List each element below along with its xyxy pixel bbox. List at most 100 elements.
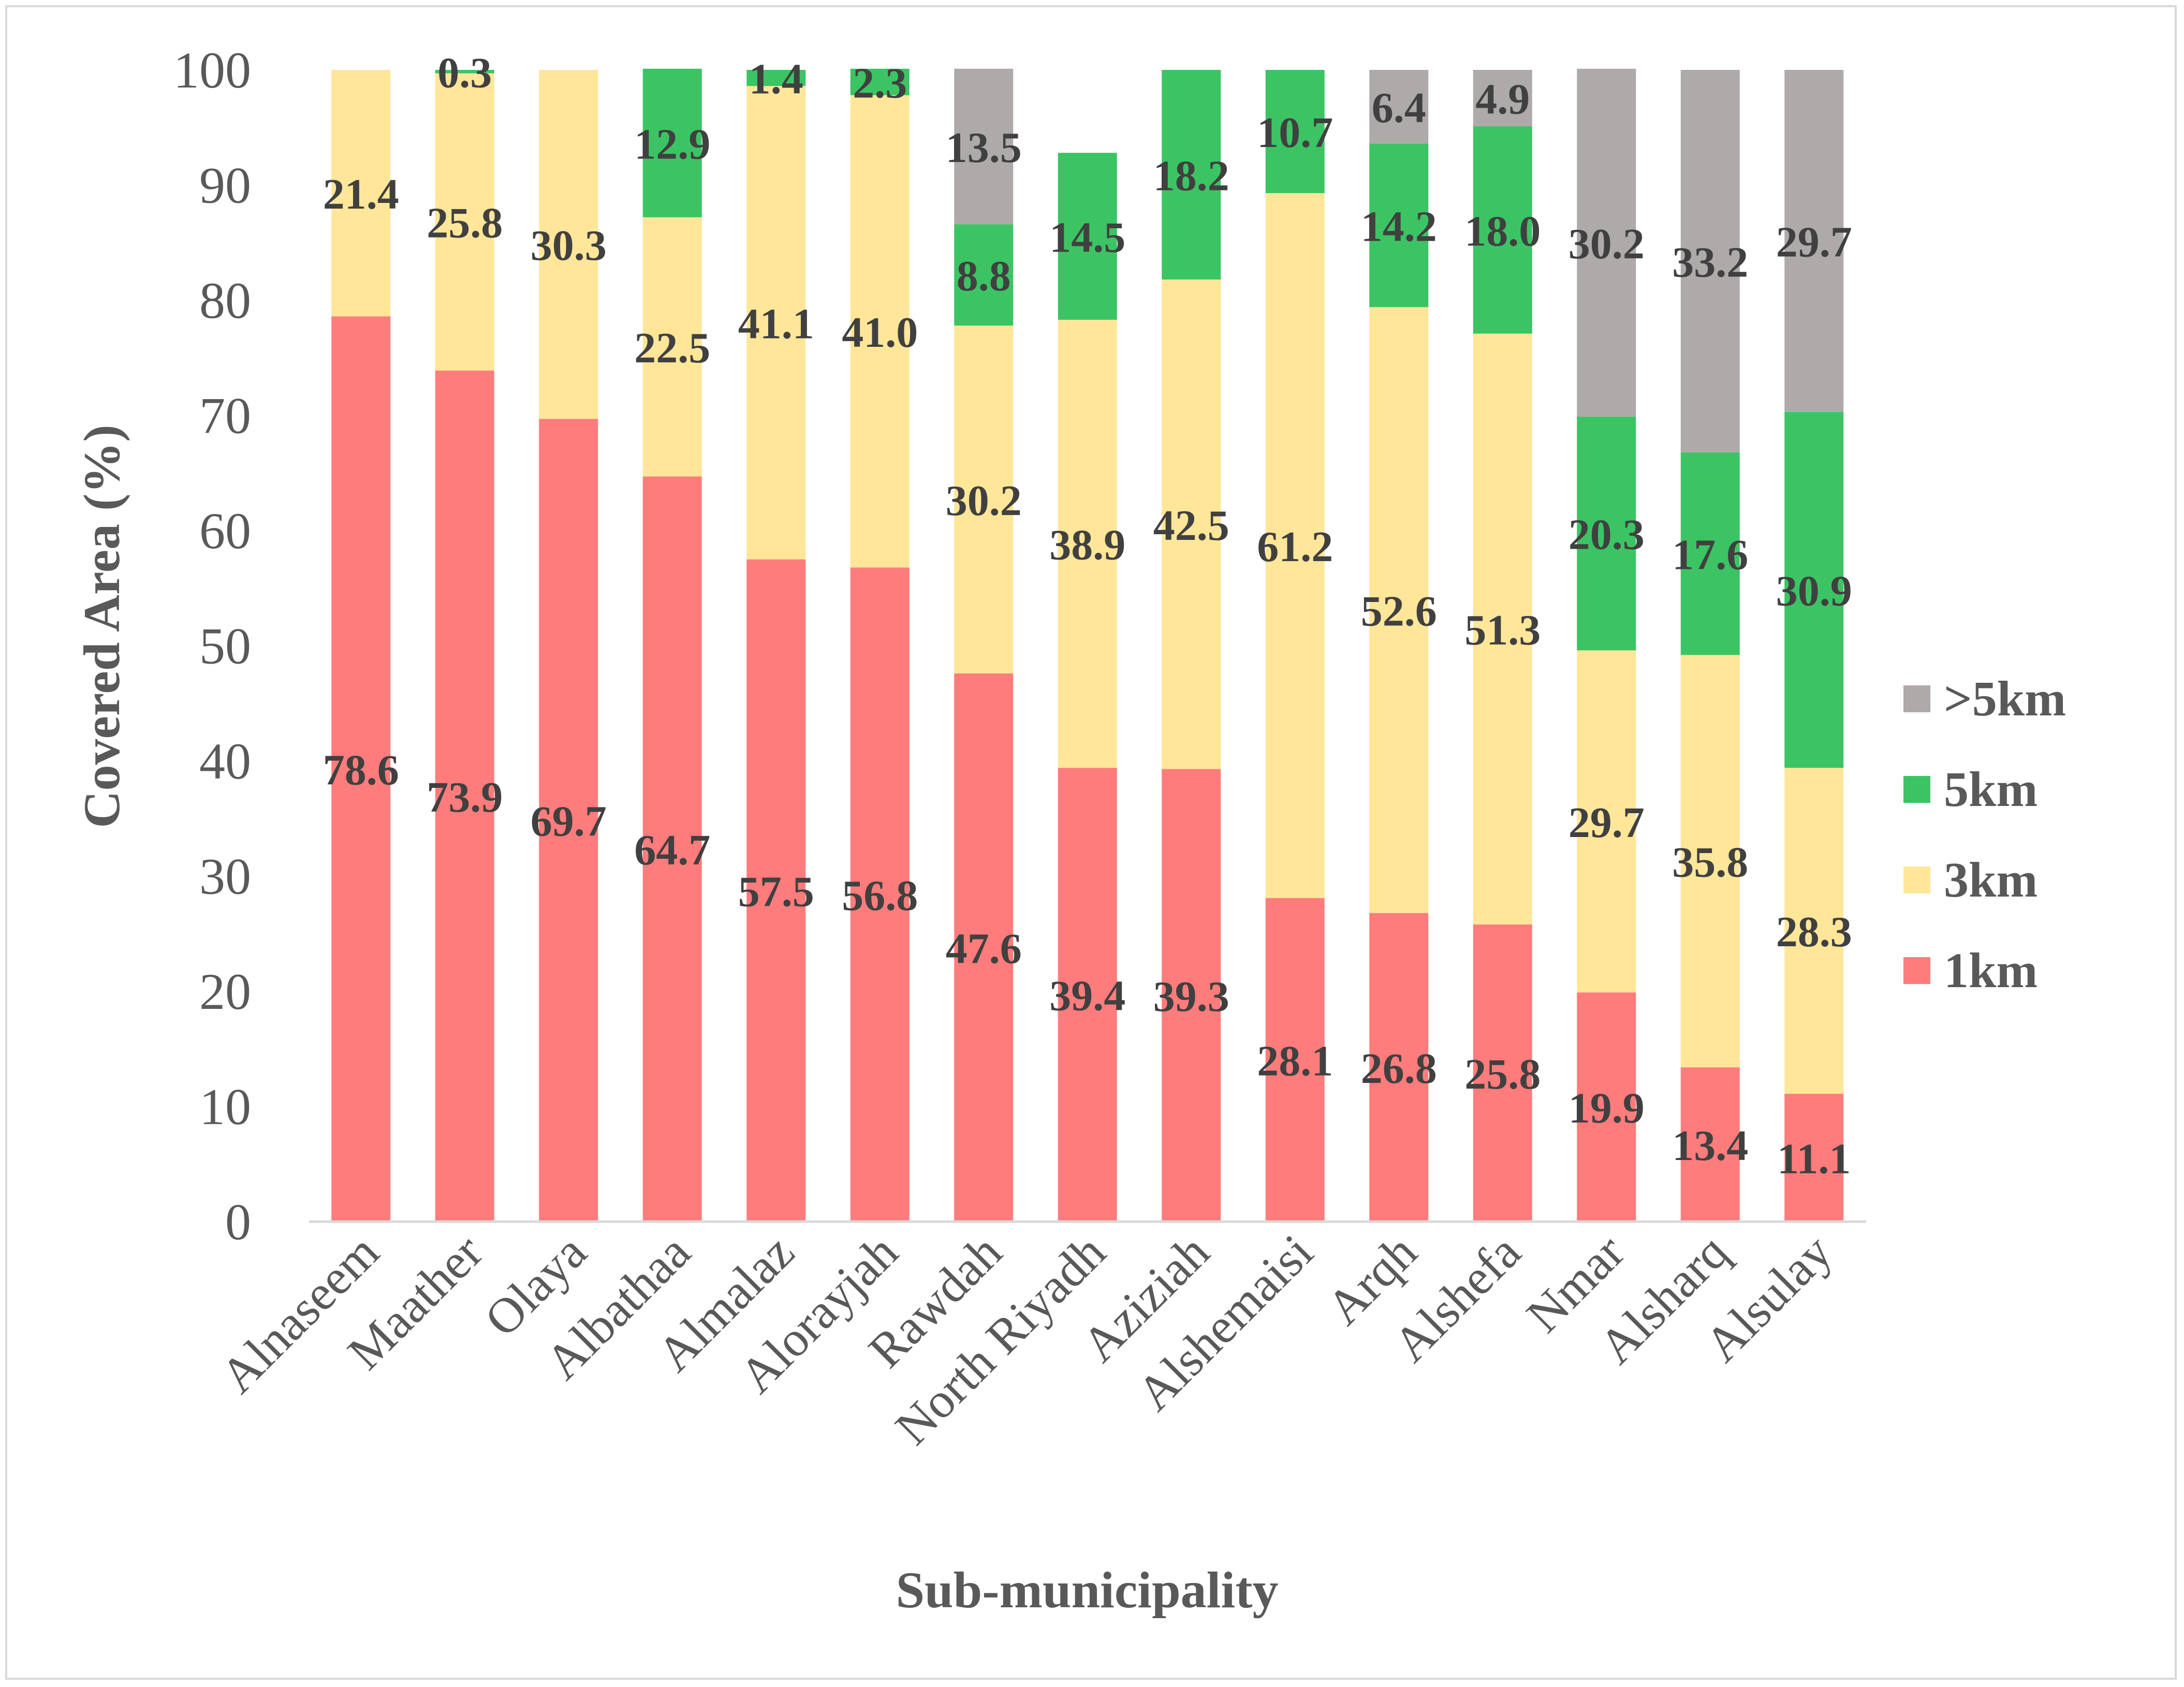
data-label: 69.7 [531,798,607,846]
data-label: 10.7 [1257,109,1333,157]
legend-swatch [1903,867,1930,893]
data-label: 8.8 [957,252,1011,300]
data-label: 52.6 [1361,588,1437,636]
bar-segment [954,68,1014,225]
x-axis-title: Sub-municipality [896,1561,1278,1619]
data-label: 78.6 [323,746,399,795]
bar-segment [539,70,598,419]
bars [331,68,1844,1222]
bar-segment [331,70,391,317]
data-label: 11.1 [1777,1135,1851,1183]
data-label: 28.1 [1257,1037,1333,1085]
y-tick-label: 40 [199,732,251,790]
data-label: 30.9 [1776,567,1852,615]
legend-label: 5km [1944,761,2038,817]
bar-segment [1784,70,1844,412]
bar-segment [1369,143,1429,307]
data-label: 47.6 [946,925,1022,973]
bar-segment [642,68,702,217]
bar-segment [1577,992,1636,1222]
data-label: 19.9 [1569,1084,1645,1133]
bar-segment [1680,655,1740,1067]
legend-swatch [1903,685,1930,712]
bar-segment [435,370,494,1222]
legend-label: >5km [1944,671,2066,726]
data-label: 29.7 [1776,218,1852,266]
bar-segment [1162,769,1221,1222]
data-label: 2.3 [853,59,907,107]
data-label: 38.9 [1049,521,1125,569]
bar-segment [1058,153,1117,320]
bar-segment [1680,70,1740,452]
data-label: 35.8 [1672,839,1748,887]
data-label: 25.8 [1464,1050,1541,1098]
data-label: 21.4 [323,170,399,218]
data-label: 26.8 [1361,1045,1437,1093]
y-axis-ticks: 0 10 20 30 40 50 60 70 80 90 100 [173,41,251,1251]
y-axis-title: Covered Area (%) [73,424,130,828]
bar-segment [1784,768,1844,1094]
data-labels: 78.6 21.4 73.9 25.8 0.3 69.7 30.3 64.7 22.5 12.9 5… [323,49,1852,1183]
bar-segment [1369,913,1429,1222]
bar-segment [1577,650,1636,993]
data-label: 4.9 [1475,76,1530,124]
data-label: 41.1 [738,300,814,348]
bar-segment [746,70,806,86]
data-label: 39.3 [1153,973,1229,1021]
bar-segment [1473,924,1532,1222]
data-label: 12.9 [634,120,710,168]
bar-segment [1162,70,1221,280]
bar-segment [850,95,910,568]
bar-segment [746,559,806,1222]
data-label: 17.6 [1672,531,1748,579]
y-tick-label: 70 [199,387,251,445]
bar-segment [1369,307,1429,913]
data-label: 51.3 [1464,606,1541,654]
data-label: 29.7 [1569,799,1645,847]
legend-label: 1km [1944,943,2038,998]
data-label: 22.5 [634,324,710,372]
data-label: 57.5 [738,868,814,916]
bar-segment [1369,70,1429,144]
data-label: 30.2 [946,477,1022,525]
y-tick-label: 60 [199,502,251,560]
bar-segment [1265,70,1325,194]
data-label: 14.2 [1361,202,1437,251]
bar-segment [1265,193,1325,898]
data-label: 18.2 [1153,152,1229,200]
bar-segment [1265,898,1325,1222]
bar-segment [642,476,702,1222]
data-label: 0.3 [437,49,492,97]
bar-segment [954,673,1014,1222]
data-label: 25.8 [427,199,503,247]
bar-segment [954,325,1014,673]
data-label: 56.8 [842,872,918,920]
bar-segment [1577,68,1636,417]
legend: >5km 5km 3km 1km [1903,671,2066,998]
bar-segment [331,316,391,1222]
y-tick-label: 80 [199,272,251,329]
bar-segment [1473,333,1532,925]
x-axis-category-labels: AlnaseemMaatherOlayaAlbathaaAlmalazAlora… [210,1224,1842,1455]
bar-segment [435,70,494,74]
bar-segment [1473,126,1532,334]
bar-segment [954,224,1014,326]
x-tick-label: Alnaseem [210,1224,389,1403]
data-label: 30.2 [1569,220,1645,268]
data-label: 42.5 [1153,502,1229,550]
data-label: 64.7 [634,826,710,874]
y-tick-label: 0 [225,1193,251,1251]
data-label: 28.3 [1776,908,1852,956]
data-label: 6.4 [1372,84,1426,132]
y-tick-label: 10 [199,1078,251,1136]
bar-segment [1162,279,1221,769]
bar-segment [539,419,598,1222]
y-tick-label: 100 [173,41,251,99]
y-tick-label: 20 [199,963,251,1020]
data-label: 73.9 [427,773,503,822]
legend-swatch [1903,776,1930,803]
bar-segment [1784,1094,1844,1222]
data-label: 61.2 [1257,523,1333,571]
data-label: 33.2 [1672,238,1748,286]
